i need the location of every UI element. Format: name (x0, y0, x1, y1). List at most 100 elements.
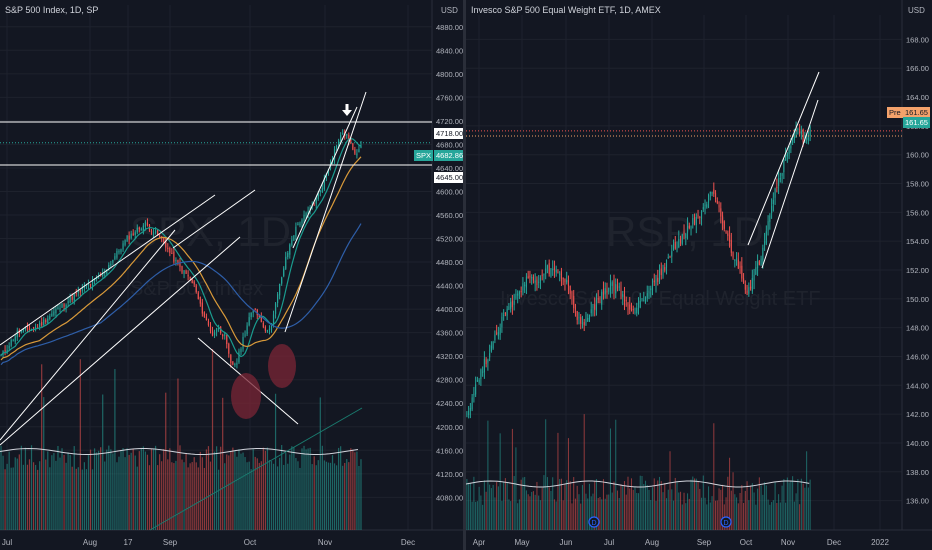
candle-body (506, 308, 508, 316)
volume-bar (32, 462, 35, 530)
volume-bar (660, 481, 662, 530)
volume-bar (553, 499, 555, 530)
y-tick-label: 166.00 (906, 64, 929, 73)
volume-bar (327, 462, 330, 530)
candle-body (627, 304, 629, 307)
volume-bar (604, 498, 606, 530)
rsp-chart-svg[interactable]: 168.00166.00164.00162.00160.00158.00156.… (466, 0, 932, 550)
candle-body (658, 270, 661, 281)
volume-bar (475, 501, 477, 530)
candle-body (671, 251, 673, 257)
candle-body (264, 326, 267, 331)
volume-bar (774, 482, 776, 530)
candle-body (327, 169, 330, 174)
candle-body (0, 355, 2, 357)
candle-body (687, 225, 689, 233)
moving-average-line (0, 156, 362, 361)
candle-body (510, 301, 512, 309)
volume-bar (193, 457, 195, 530)
volume-bar (303, 445, 305, 530)
volume-bar (639, 475, 641, 530)
candle-body (732, 252, 734, 258)
volume-bar (518, 499, 520, 530)
volume-bar (769, 504, 771, 530)
volume-bar (469, 483, 471, 530)
volume-bar (531, 491, 533, 530)
volume-ma-line (466, 480, 810, 488)
candle-body (177, 259, 179, 264)
volume-bar (634, 487, 636, 530)
volume-bar (662, 492, 664, 530)
volume-bar (256, 458, 258, 530)
volume-bar (587, 498, 589, 530)
candle-body (28, 328, 31, 331)
volume-bar (291, 446, 293, 530)
volume-bar (527, 494, 529, 530)
volume-bar (786, 477, 788, 530)
volume-bar (28, 459, 31, 530)
volume-bar (266, 447, 269, 530)
volume-bar (574, 498, 576, 530)
spx-symbol-badge: SPX (414, 150, 434, 161)
candle-body (55, 309, 57, 314)
candle-body (211, 330, 214, 336)
volume-bar (687, 493, 689, 530)
candle-body (358, 149, 360, 153)
candle-body (699, 217, 701, 219)
volume-bar (215, 446, 218, 530)
volume-bar (313, 456, 315, 530)
candle-body (615, 284, 617, 294)
volume-bar (720, 489, 722, 530)
volume-bar (209, 461, 212, 530)
x-tick-label: 17 (124, 538, 133, 547)
candle-body (793, 136, 795, 140)
candle-body (307, 210, 309, 215)
candle-body (8, 346, 10, 349)
volume-bar (489, 484, 491, 530)
candle-body (293, 235, 295, 241)
candle-body (543, 274, 545, 276)
volume-bar (799, 504, 801, 530)
y-tick-label: 148.00 (906, 324, 929, 333)
candle-body (163, 237, 165, 242)
volume-bar (504, 478, 506, 530)
candle-body (694, 216, 696, 224)
pane-divider[interactable] (463, 0, 466, 550)
candle-body (655, 278, 657, 285)
candle-body (39, 323, 41, 327)
volume-bar (61, 448, 63, 530)
volume-bar (309, 447, 311, 530)
volume-bar (79, 359, 81, 530)
volume-bar (473, 476, 475, 530)
candle-body (667, 257, 669, 259)
volume-bar (753, 492, 755, 530)
volume-bar (548, 487, 550, 530)
candle-body (10, 339, 12, 346)
candle-body (595, 299, 597, 312)
candle-body (173, 251, 175, 262)
spx-last-price-badge: 4682.86 (434, 150, 466, 161)
candle-body (496, 332, 498, 334)
candle-body (285, 256, 287, 269)
volume-bar (764, 482, 766, 530)
volume-bar (485, 491, 487, 530)
volume-bar (120, 450, 122, 530)
volume-bar (154, 445, 157, 530)
candle-body (122, 243, 124, 250)
candle-body (485, 359, 487, 365)
candle-body (630, 308, 633, 310)
candle-body (49, 316, 51, 320)
spx-chart-pane[interactable]: SPX, 1D S&P 500 Index 4880.00 4840.00 4800… (0, 0, 466, 550)
volume-bar (69, 454, 71, 530)
volume-bar (340, 446, 342, 530)
volume-bar (354, 452, 356, 530)
volume-bar (91, 469, 94, 530)
candle-body (319, 190, 321, 192)
x-tick-label: Nov (318, 538, 332, 547)
volume-bar (718, 488, 720, 530)
candle-body (518, 291, 520, 295)
candle-body (91, 279, 94, 286)
rsp-chart-pane[interactable]: RSP, 1D Invesco S&P 500 Equal Weight ETF… (466, 0, 932, 550)
volume-bar (746, 481, 748, 530)
spx-chart-svg[interactable]: 4880.00 4840.00 4800.00 4760.00 4720.00 4680.… (0, 0, 463, 550)
